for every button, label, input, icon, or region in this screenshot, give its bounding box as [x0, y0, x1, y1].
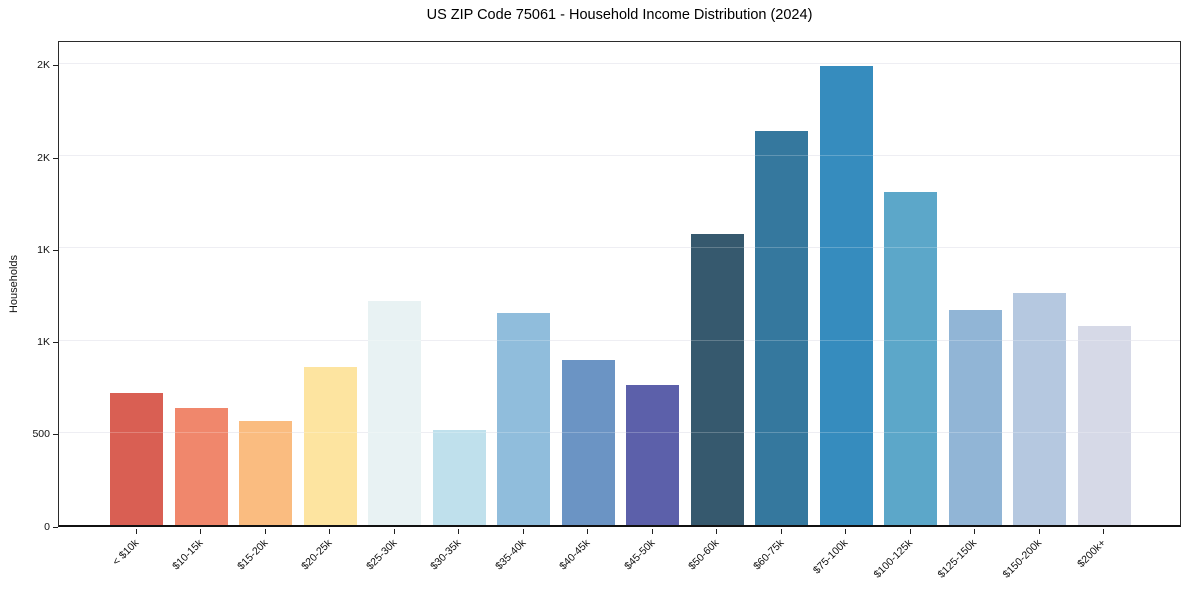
y-tick-label: 500	[32, 428, 50, 441]
x-tick-label-text: $15-20k	[234, 537, 270, 573]
x-tick-label-text: $50-60k	[686, 537, 722, 573]
x-tick-label-text: $25-30k	[363, 537, 399, 573]
x-tick-mark	[200, 529, 201, 534]
x-tick-mark	[393, 529, 395, 534]
x-tick-label-text: $45-50k	[621, 537, 657, 573]
gridline-overlay	[59, 155, 1180, 157]
bar-16	[1077, 326, 1131, 525]
y-tick-mark	[53, 157, 58, 159]
bar-5	[368, 300, 421, 525]
x-tick-mark	[1038, 529, 1040, 534]
gridline	[59, 155, 1180, 157]
x-tick-label-text: $150-200k	[1000, 537, 1044, 581]
bar-7	[497, 312, 550, 525]
y-tick-mark	[53, 249, 58, 251]
bar-8	[561, 360, 615, 525]
bar-12	[819, 66, 873, 525]
x-tick-mark	[264, 529, 266, 534]
x-tick-label-text: $20-25k	[299, 537, 335, 573]
y-tick-mark	[53, 342, 58, 344]
x-tick-label-text: $125-150k	[935, 537, 980, 581]
gridline-overlay	[59, 431, 1180, 433]
y-tick-label: 2K	[37, 59, 50, 72]
gridline	[59, 339, 1180, 341]
x-tick-mark	[716, 529, 717, 534]
bar-15	[1013, 292, 1066, 525]
bar-14	[948, 309, 1002, 525]
plot-area	[58, 41, 1181, 527]
bar-3	[239, 420, 292, 525]
x-tick-label-text: $200k+	[1075, 537, 1109, 571]
x-tick-mark	[587, 529, 588, 534]
chart-title: US ZIP Code 75061 - Household Income Dis…	[426, 7, 813, 23]
x-tick-mark	[1103, 529, 1104, 534]
x-tick-label-text: $100-125k	[871, 537, 915, 581]
x-tick-mark	[845, 529, 846, 534]
x-tick-label-text: $10-15k	[170, 537, 206, 573]
y-tick-mark	[53, 434, 58, 436]
x-tick-mark	[458, 529, 459, 534]
x-tick-label-text: $30-35k	[428, 537, 464, 573]
x-tick-mark	[974, 529, 975, 534]
bar-13	[884, 191, 937, 525]
y-tick-label: 2K	[37, 151, 50, 164]
bar-9	[626, 384, 679, 525]
x-tick-mark	[522, 529, 524, 534]
gridline	[59, 431, 1180, 433]
bar-11	[755, 130, 808, 525]
x-tick-mark	[135, 529, 137, 534]
y-tick-mark	[53, 526, 58, 528]
bar-1	[110, 392, 163, 525]
bar-6	[432, 429, 486, 525]
y-tick-label: 0	[44, 520, 50, 533]
bar-4	[303, 366, 357, 525]
x-tick-mark	[329, 529, 330, 534]
gridline-overlay	[59, 62, 1180, 64]
gridline-overlay	[59, 247, 1180, 249]
y-tick-label: 1K	[37, 336, 50, 349]
bar-10	[690, 233, 744, 525]
x-tick-label-text: $75-100k	[811, 537, 851, 577]
x-tick-mark	[651, 529, 653, 534]
x-tick-label-text: $40-45k	[557, 537, 593, 573]
x-tick-label-text: < $10k	[109, 537, 141, 568]
y-tick-mark	[53, 65, 58, 67]
gridline-overlay	[59, 339, 1180, 341]
y-axis-title: Households	[8, 254, 20, 314]
gridline	[59, 247, 1180, 249]
bar-2	[174, 408, 228, 525]
x-tick-mark	[780, 529, 782, 534]
x-tick-mark	[909, 529, 911, 534]
y-tick-label: 1K	[37, 243, 50, 256]
x-tick-label-text: $35-40k	[492, 537, 528, 573]
gridline	[59, 62, 1180, 64]
x-tick-label-text: $60-75k	[750, 537, 786, 573]
